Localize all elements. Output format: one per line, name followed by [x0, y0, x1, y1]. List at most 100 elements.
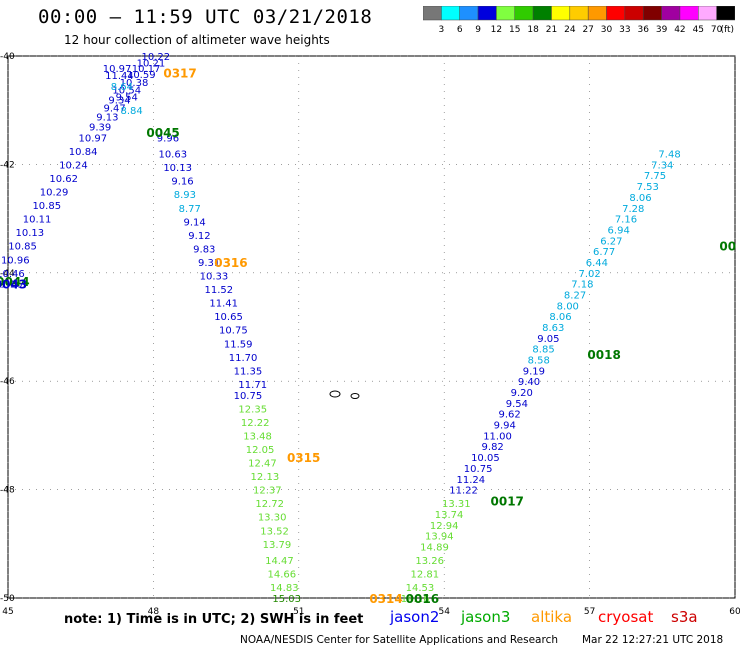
wave-height-label: 14.53 [406, 583, 435, 594]
wave-height-label: 13.52 [260, 526, 289, 537]
pass-time-label: 0044 [0, 275, 30, 289]
colorbar-tick-label: 24 [564, 25, 576, 34]
wave-height-label: 10.21 [137, 59, 166, 70]
wave-height-label: 10.85 [32, 201, 61, 212]
wave-height-label: 8.58 [528, 356, 550, 367]
wave-height-label: 10.13 [163, 163, 192, 174]
wave-height-label: 7.53 [637, 182, 659, 193]
wave-height-label: 12.72 [255, 499, 284, 510]
wave-height-label: 10.38 [120, 78, 149, 89]
wave-height-label: 13.79 [263, 540, 292, 551]
wave-height-label: 10.05 [471, 453, 500, 464]
wave-height-label: 7.18 [571, 280, 593, 291]
wave-height-label: 6.27 [600, 236, 622, 247]
longitude-tick-label: 51 [293, 607, 304, 617]
wave-height-label: 13.26 [415, 556, 444, 567]
wave-height-label: 13.30 [258, 513, 287, 524]
wave-height-colorbar: 3 6 9 12 15 18 21 24 27 30 33 36 39 42 45 70(ft) [423, 6, 735, 34]
wave-height-label: 10.63 [158, 150, 187, 161]
wave-height-label: 7.28 [622, 204, 644, 215]
wave-height-label: 11.22 [449, 486, 478, 497]
wave-height-label: 7.75 [644, 171, 666, 182]
wave-height-label: 12.35 [238, 404, 267, 415]
wave-height-label: 10.97 [78, 133, 107, 144]
legend-altika: altika [531, 608, 573, 626]
colorbar-tick-label: 42 [674, 25, 685, 34]
wave-height-label: 8.84 [120, 106, 142, 117]
map-subtitle: 12 hour collection of altimeter wave hei… [64, 33, 330, 47]
wave-height-label: 10.84 [69, 147, 98, 158]
wave-height-label: 14.89 [420, 543, 449, 554]
wave-height-label: 9.19 [523, 366, 545, 377]
pass-time-label: 0316 [214, 256, 247, 270]
wave-height-label: 11.24 [457, 475, 486, 486]
colorbar-tick-label: 3 [438, 25, 444, 34]
wave-height-label: 12.13 [251, 472, 280, 483]
colorbar-tick-label: 39 [656, 25, 668, 34]
island-outline [350, 393, 360, 399]
latitude-tick-label: -48 [0, 486, 15, 496]
wave-height-label: 8.85 [532, 345, 554, 356]
wave-height-label: 6.44 [586, 258, 608, 269]
wave-height-label: 11.35 [234, 366, 263, 377]
wave-height-label: 9.14 [183, 217, 205, 228]
wave-height-label: 9.13 [96, 113, 118, 124]
pass-time-label: 0315 [287, 451, 320, 465]
wave-height-label: 7.34 [651, 160, 673, 171]
wave-height-label: 13.94 [425, 532, 454, 543]
wave-height-label: 15.03 [272, 594, 301, 605]
wave-height-label: 14.83 [270, 583, 299, 594]
pass-time-label: 0017 [491, 494, 524, 508]
wave-height-label: 9.05 [537, 334, 559, 345]
colorbar-tick-label: 12 [491, 25, 502, 34]
wave-height-label: 9.62 [498, 410, 520, 421]
footer-timestamp: Mar 22 12:27:21 UTC 2018 [582, 634, 724, 646]
colorbar-tick-label: 45 [693, 25, 704, 34]
colorbar-tick-label: 27 [582, 25, 593, 34]
wave-height-label: 12.37 [253, 486, 282, 497]
wave-height-label: 10.22 [142, 52, 171, 63]
wave-height-label: 8.06 [629, 193, 651, 204]
map-frame [7, 55, 736, 599]
wave-height-label: 9.82 [482, 442, 504, 453]
wave-height-label: 10.54 [112, 86, 141, 97]
wave-height-label: 10.24 [59, 160, 88, 171]
wave-height-label: 7.16 [615, 215, 637, 226]
longitude-tick-label: 45 [2, 607, 13, 617]
legend-s3a: s3a [671, 608, 698, 626]
wave-height-label: 9.39 [89, 122, 111, 133]
pass-time-label: 0317 [163, 66, 196, 80]
wave-height-label: 9.16 [171, 177, 193, 188]
wave-height-label: 14.16 [401, 594, 430, 605]
wave-height-label: 6.77 [593, 247, 615, 258]
colorbar-tick-label: 9 [475, 25, 481, 34]
wave-height-label: 10.75 [219, 326, 248, 337]
colorbar-tick-label: 30 [601, 25, 613, 34]
pass-time-label: 00 [719, 240, 736, 254]
colorbar-tick-label: 6 [457, 25, 463, 34]
pass-time-label: 0016 [406, 592, 439, 606]
wave-height-label: 13.31 [442, 499, 471, 510]
wave-height-label: 11.41 [209, 299, 238, 310]
wave-height-label: 14.66 [268, 570, 297, 581]
wave-height-label: 9.54 [506, 399, 528, 410]
wave-height-label: 9.83 [193, 244, 215, 255]
wave-height-label: 6.94 [608, 225, 630, 236]
island-outline [329, 390, 341, 398]
wave-height-label: 7.48 [658, 150, 680, 161]
pass-time-label: 0018 [587, 348, 620, 362]
wave-height-label: 10.33 [200, 272, 229, 283]
colorbar-swatch [716, 6, 735, 21]
colorbar-unit: (ft) [720, 25, 734, 34]
latitude-tick-label: -42 [0, 160, 15, 170]
colorbar-tick-label: 70 [711, 25, 723, 34]
wave-height-label: 9.20 [511, 388, 533, 399]
wave-height-label: 9.94 [494, 421, 516, 432]
latitude-tick-label: -46 [0, 377, 15, 387]
wave-height-label: 10.96 [1, 255, 30, 266]
wave-height-label: 9.12 [188, 231, 210, 242]
wave-height-label: 8.27 [564, 290, 586, 301]
wave-height-label: 9.40 [518, 377, 540, 388]
pass-time-label: 0314 [369, 592, 402, 606]
